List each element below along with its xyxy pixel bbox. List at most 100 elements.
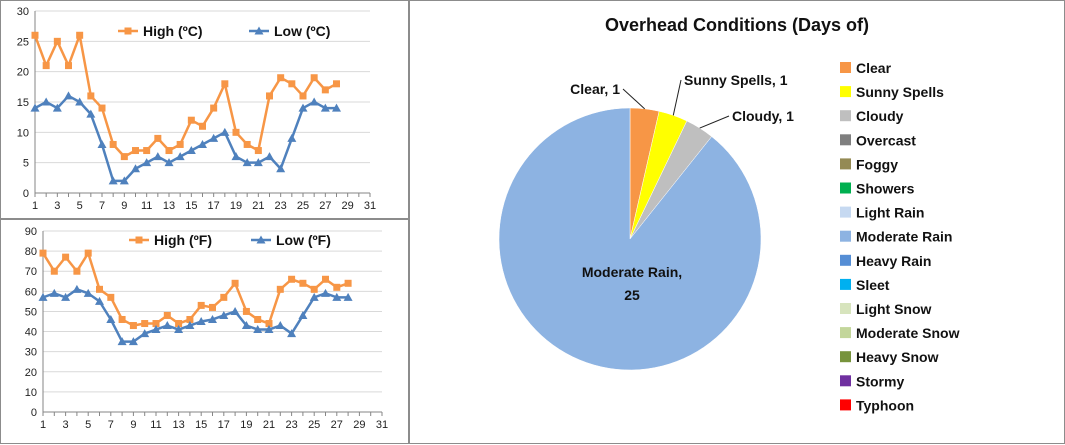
pie-legend-swatch (840, 399, 851, 411)
high-data-point (120, 153, 128, 161)
legend-label: High (ºF) (154, 232, 212, 248)
x-tick-label: 19 (230, 200, 242, 212)
high-data-point (321, 86, 329, 94)
y-tick-label: 25 (17, 36, 29, 48)
low-data-point (298, 310, 308, 319)
high-data-point (152, 320, 160, 328)
low-data-point (131, 164, 140, 173)
low-data-point (64, 91, 73, 100)
high-data-point (199, 122, 206, 130)
y-tick-label: 70 (25, 266, 37, 278)
low-data-point (162, 321, 172, 330)
low-data-point (175, 152, 185, 161)
low-data-point (220, 127, 230, 136)
high-data-point (197, 301, 205, 309)
low-data-point (320, 103, 330, 112)
legend-label: Low (ºC) (274, 23, 330, 39)
legend-label: Low (ºF) (276, 232, 331, 248)
y-tick-label: 0 (31, 407, 37, 419)
y-tick-label: 30 (17, 6, 29, 18)
pie-slice-moderate-rain (498, 107, 762, 371)
pie-legend-label: Sunny Spells (856, 84, 944, 100)
low-data-point (106, 314, 116, 323)
high-data-point (220, 293, 228, 301)
x-tick-label: 7 (99, 200, 105, 212)
high-data-point (98, 104, 106, 112)
high-data-point (210, 104, 218, 112)
y-tick-label: 40 (25, 327, 37, 339)
high-data-point (129, 322, 137, 330)
high-data-point (87, 92, 95, 100)
high-data-point (73, 267, 81, 275)
high-data-point (143, 147, 151, 155)
pie-legend-label: Cloudy (856, 108, 904, 124)
pie-legend-label: Clear (856, 60, 892, 76)
x-tick-label: 27 (319, 200, 331, 212)
y-tick-label: 90 (25, 226, 37, 238)
high-data-point (163, 311, 171, 319)
legend-marker (256, 235, 266, 244)
pie-legend-swatch (840, 110, 851, 122)
legend-marker (135, 236, 143, 244)
x-tick-label: 27 (331, 419, 343, 431)
y-tick-label: 50 (25, 306, 37, 318)
high-data-point (209, 303, 216, 311)
pie-legend-label: Heavy Snow (856, 349, 939, 365)
high-data-point (96, 285, 103, 293)
pie-legend-swatch (840, 375, 851, 387)
low-data-point (287, 329, 297, 338)
low-data-point (30, 103, 40, 112)
x-tick-label: 17 (218, 419, 230, 431)
pie-legend-swatch (840, 86, 851, 98)
high-data-point (344, 279, 352, 287)
pie-legend-swatch (840, 278, 851, 290)
pie-chart-svg: Overhead Conditions (Days of) Clear, 1 Sun… (498, 15, 960, 413)
low-data-point (52, 103, 62, 112)
low-data-point (142, 158, 152, 167)
high-data-point (299, 279, 307, 287)
low-data-point (119, 176, 129, 185)
high-data-point (254, 147, 262, 155)
series-line-high (41, 251, 349, 327)
low-data-point (72, 284, 82, 293)
legend-marker (254, 26, 264, 35)
low-data-point (185, 321, 195, 330)
pie-legend-label: Light Rain (856, 205, 924, 221)
high-data-point (288, 80, 296, 88)
high-data-point (231, 279, 239, 287)
high-data-point (288, 275, 296, 283)
low-data-point (230, 306, 240, 315)
pie-data-label: 25 (624, 287, 640, 303)
x-tick-label: 1 (32, 200, 38, 212)
x-tick-label: 17 (208, 200, 220, 212)
low-data-point (298, 103, 308, 112)
high-data-point (50, 267, 58, 275)
y-tick-label: 20 (25, 367, 37, 379)
pie-legend-label: Moderate Rain (856, 229, 952, 245)
pie-legend-label: Light Snow (856, 301, 932, 317)
low-data-point (264, 325, 274, 334)
pie-legend-swatch (840, 158, 851, 170)
high-data-point (221, 80, 229, 88)
high-data-point (39, 249, 47, 257)
low-data-point (332, 103, 341, 112)
celsius-line-chart: 0 5 10 15 20 25 30 1 3 5 7 9 11 13 15 17 19 21 23 25 27 29 31 H… (0, 0, 409, 219)
pie-legend-label: Foggy (856, 156, 898, 172)
pie-legend-swatch (840, 62, 851, 73)
high-data-point (322, 275, 329, 283)
low-data-point (343, 292, 353, 301)
y-tick-label: 10 (17, 127, 29, 139)
low-data-point (276, 164, 286, 173)
high-data-point (175, 320, 183, 328)
high-data-point (132, 147, 139, 155)
series-line-high (33, 34, 338, 158)
low-data-point (309, 292, 319, 301)
low-data-point (117, 337, 127, 346)
x-tick-label: 5 (85, 419, 91, 431)
y-tick-label: 5 (23, 158, 29, 170)
high-data-point (141, 320, 149, 328)
low-data-point (61, 292, 71, 301)
x-tick-label: 7 (108, 419, 114, 431)
series-line-low (42, 288, 349, 343)
